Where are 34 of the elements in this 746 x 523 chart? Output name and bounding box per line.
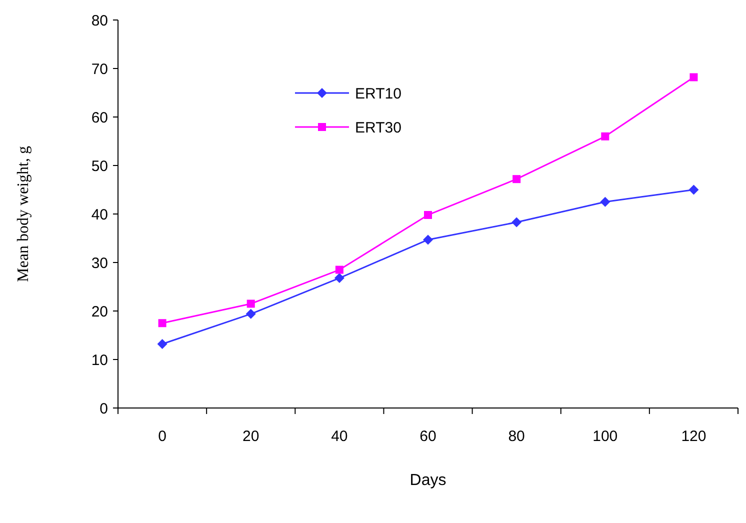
legend-label: ERT30 xyxy=(355,119,402,136)
point xyxy=(246,308,256,319)
point xyxy=(246,300,255,308)
x-tick-label: 20 xyxy=(242,428,260,445)
point xyxy=(690,73,698,82)
point xyxy=(334,273,344,284)
x-tick-label: 120 xyxy=(681,428,706,445)
x-tick-label: 80 xyxy=(508,428,525,445)
y-tick-label: 40 xyxy=(91,206,108,224)
point xyxy=(335,266,344,274)
x-tick-label: 60 xyxy=(420,428,436,445)
x-axis-title: Days xyxy=(410,472,446,489)
point xyxy=(158,319,166,328)
y-axis-title: Mean body weight, g xyxy=(15,146,32,282)
point xyxy=(512,217,522,228)
x-tick-label: 0 xyxy=(158,428,166,445)
x-tick-label: 100 xyxy=(592,428,618,445)
point xyxy=(601,132,610,140)
y-tick-label: 0 xyxy=(100,400,108,418)
y-tick-label: 60 xyxy=(91,109,108,126)
y-tick-label: 30 xyxy=(91,254,108,272)
y-tick-label: 70 xyxy=(91,60,108,78)
point xyxy=(512,175,521,184)
y-tick-label: 50 xyxy=(91,158,108,175)
y-tick-label: 10 xyxy=(91,352,108,369)
point xyxy=(157,338,168,349)
point xyxy=(423,234,433,245)
point xyxy=(688,184,699,195)
y-tick-label: 20 xyxy=(91,303,108,320)
legend-label: ERT10 xyxy=(355,85,402,102)
point xyxy=(600,196,610,207)
x-tick-label: 40 xyxy=(331,428,348,445)
y-tick-label: 80 xyxy=(91,12,108,30)
point xyxy=(424,210,432,219)
